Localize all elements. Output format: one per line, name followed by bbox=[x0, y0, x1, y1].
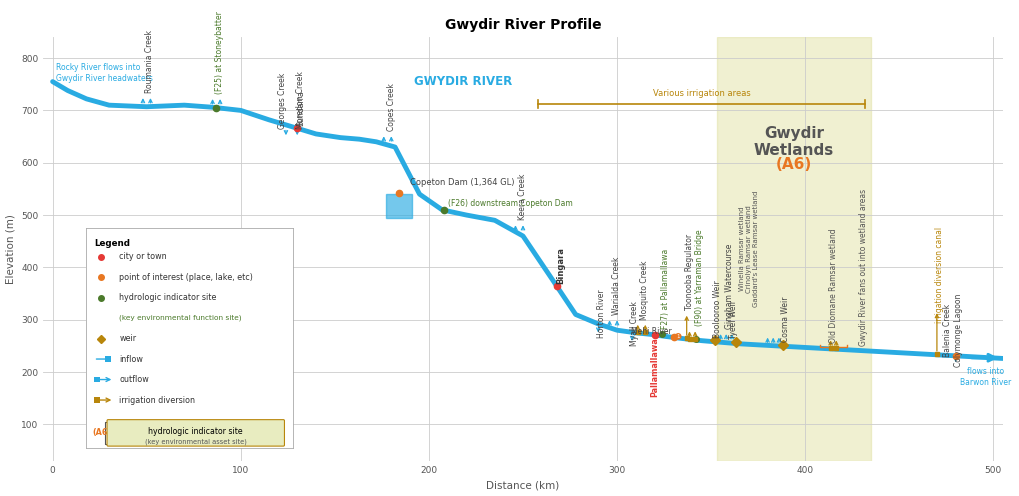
Text: Balenia Creek
Colymonge Lagoon: Balenia Creek Colymonge Lagoon bbox=[943, 294, 962, 368]
Y-axis label: Elevation (m): Elevation (m) bbox=[5, 214, 15, 284]
Text: Mehi River: Mehi River bbox=[631, 327, 671, 336]
Polygon shape bbox=[385, 194, 412, 218]
X-axis label: Distance (km): Distance (km) bbox=[486, 481, 559, 491]
Text: Cosma Weir: Cosma Weir bbox=[781, 297, 789, 342]
Text: Pallamallawa: Pallamallawa bbox=[649, 337, 658, 397]
Text: Mosquito Creek: Mosquito Creek bbox=[639, 260, 648, 320]
Text: Gwydir River fans out into wetland areas: Gwydir River fans out into wetland areas bbox=[858, 189, 867, 346]
Text: Bundarra: Bundarra bbox=[297, 91, 305, 126]
Text: Georges Creek: Georges Creek bbox=[277, 73, 286, 129]
Text: Old Diomane Ramsar wetland: Old Diomane Ramsar wetland bbox=[828, 228, 838, 343]
Text: Boolooroo Weir: Boolooroo Weir bbox=[712, 280, 721, 338]
Text: Keera Creek: Keera Creek bbox=[517, 174, 526, 220]
Bar bbox=[716, 37, 870, 461]
Text: Rocky River flows into
Gwydir River headwaters: Rocky River flows into Gwydir River head… bbox=[56, 63, 153, 83]
Text: GWYDIR RIVER: GWYDIR RIVER bbox=[414, 75, 512, 88]
Text: Gwydir
Wetlands: Gwydir Wetlands bbox=[753, 125, 834, 158]
Text: Toonooba Regulator: Toonooba Regulator bbox=[685, 234, 693, 310]
Text: irrigation diversion canal: irrigation diversion canal bbox=[934, 227, 944, 323]
Title: Gwydir River Profile: Gwydir River Profile bbox=[444, 18, 601, 32]
Text: Warialda Creek: Warialda Creek bbox=[611, 257, 620, 315]
Text: Gingham Watercourse: Gingham Watercourse bbox=[723, 244, 733, 329]
Text: Horton River: Horton River bbox=[596, 289, 605, 337]
Text: Roumania Creek: Roumania Creek bbox=[145, 30, 154, 93]
Text: flows into
Barwon River: flows into Barwon River bbox=[959, 367, 1011, 386]
Text: Various irrigation areas: Various irrigation areas bbox=[652, 89, 750, 98]
Text: Copeton Dam (1,364 GL): Copeton Dam (1,364 GL) bbox=[410, 178, 515, 186]
Text: (F90) at Yarraman Bridge: (F90) at Yarraman Bridge bbox=[695, 230, 704, 326]
Text: (A6): (A6) bbox=[775, 157, 811, 172]
Text: Myall Creek: Myall Creek bbox=[630, 301, 639, 346]
Text: Tyeel Weir: Tyeel Weir bbox=[729, 300, 738, 339]
Text: Winella Ramsar wetland
Crinolyn Ramsar wetland
Gaddard's Lease Ramsar wetland: Winella Ramsar wetland Crinolyn Ramsar w… bbox=[738, 191, 758, 307]
Text: (F27) at Pallamallawa: (F27) at Pallamallawa bbox=[661, 249, 669, 332]
Text: (F25) at Stoneybatter: (F25) at Stoneybatter bbox=[214, 11, 223, 94]
Text: (F26) downstream Copeton Dam: (F26) downstream Copeton Dam bbox=[447, 198, 572, 208]
Text: Copes Creek: Copes Creek bbox=[386, 83, 395, 131]
Text: 1: 1 bbox=[676, 334, 680, 339]
Text: Bingara: Bingara bbox=[555, 248, 565, 284]
Text: Moredon Creek: Moredon Creek bbox=[297, 71, 305, 129]
